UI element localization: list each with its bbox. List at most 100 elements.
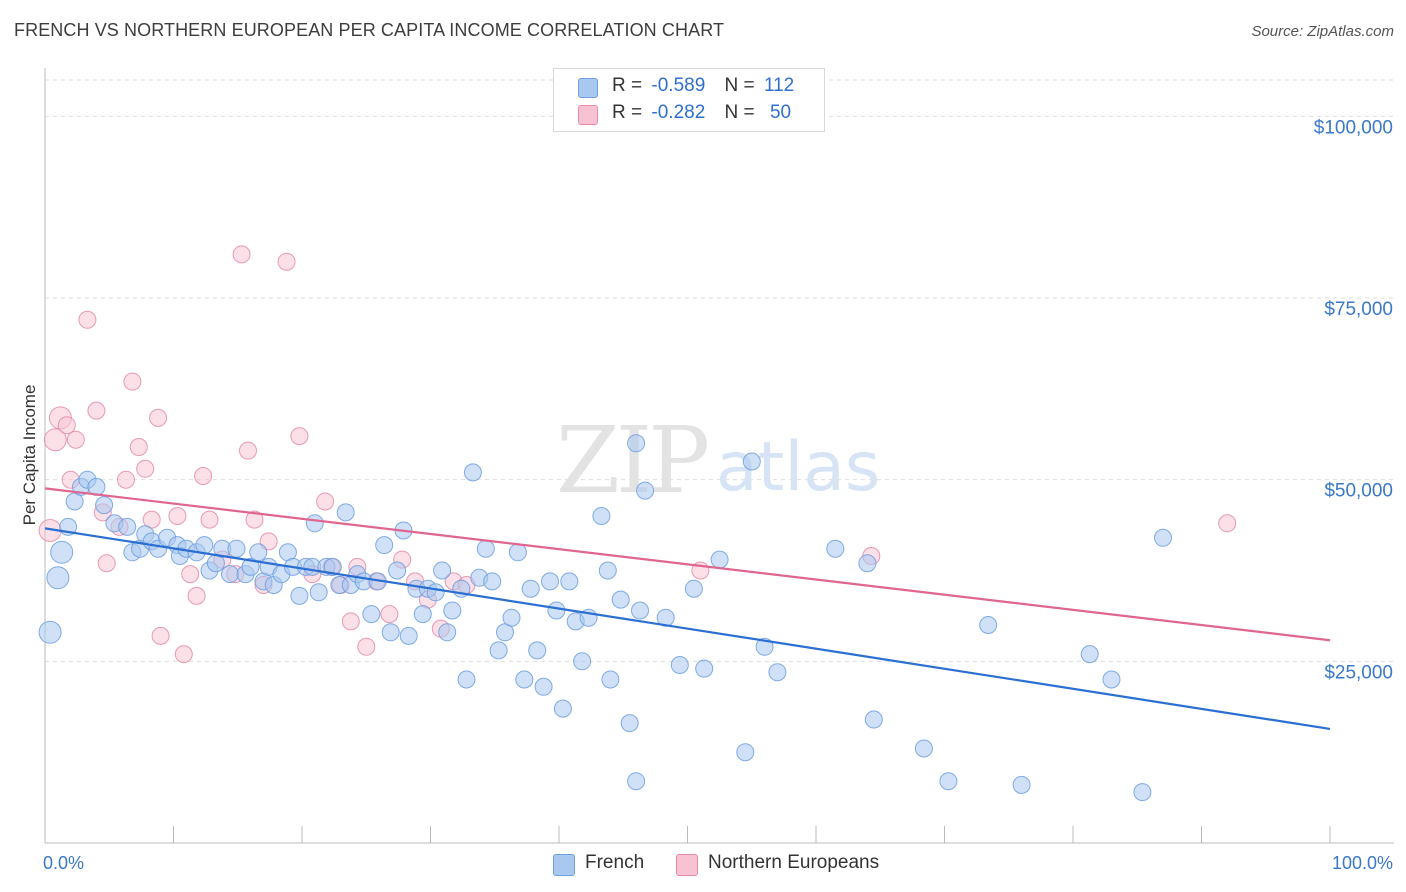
french-point — [670, 656, 689, 674]
french-trend-line — [44, 527, 1331, 731]
french-point — [755, 637, 774, 656]
french-point — [592, 507, 611, 525]
french-point — [508, 543, 527, 562]
french-point — [362, 605, 381, 624]
french-point — [631, 601, 649, 620]
french-point — [95, 496, 114, 515]
french-point — [710, 550, 729, 569]
x-tick-label-min: 0.0% — [43, 853, 84, 873]
y-tick-labels: $25,000 $50,000 $75,000 $100,000 — [1314, 117, 1393, 683]
french-point — [483, 572, 502, 591]
french-point — [826, 539, 845, 558]
northern-europeans-point — [78, 310, 97, 329]
french-point — [684, 579, 703, 598]
french-point — [541, 572, 559, 591]
french-point — [1154, 528, 1172, 547]
northern-europeans-point — [316, 492, 335, 511]
northern-europeans-point — [1218, 514, 1237, 533]
northern-europeans-point — [57, 416, 76, 435]
french-point — [534, 677, 553, 696]
northern-europeans-point — [200, 510, 219, 529]
french-point — [1080, 645, 1099, 664]
french-point — [426, 583, 445, 602]
trend-lines — [44, 487, 1331, 731]
northern-europeans-point — [97, 554, 116, 573]
french-point — [547, 601, 566, 620]
northern-europeans-point — [151, 626, 170, 645]
french-point — [521, 579, 540, 598]
french-point — [249, 543, 268, 562]
northern-europeans-point — [123, 372, 142, 391]
french-point — [413, 605, 432, 624]
chart-title: FRENCH VS NORTHERN EUROPEAN PER CAPITA I… — [14, 20, 725, 40]
french-point — [463, 463, 482, 482]
legend-label-french: French — [585, 852, 645, 873]
northern-europeans-point — [290, 427, 309, 446]
french-point — [695, 659, 714, 678]
french-point — [227, 539, 246, 558]
legend-label-northern-europeans: Northern Europeans — [708, 852, 880, 873]
stats-legend: R = -0.589 N = 112 R = -0.282 N = 50 — [553, 68, 825, 132]
northern-europeans-point — [117, 470, 135, 489]
french-point — [742, 452, 761, 471]
french-point — [381, 623, 400, 642]
french-point — [560, 572, 579, 591]
northern-europeans-point — [239, 441, 257, 460]
northern-europeans-point — [129, 438, 148, 456]
legend-swatch-northern-europeans — [676, 854, 698, 876]
french-point — [457, 670, 476, 689]
northern-europeans-trend-line — [44, 487, 1331, 642]
french-point — [979, 616, 998, 634]
french-point — [768, 663, 787, 682]
series-french-points — [38, 434, 1172, 802]
northern-europeans-point — [232, 245, 251, 264]
watermark: ZIP atlas — [556, 407, 880, 514]
french-point — [195, 536, 214, 555]
french-point — [118, 517, 137, 536]
n-label: N = — [724, 75, 755, 96]
french-point — [939, 772, 958, 791]
r-label: R = — [612, 102, 643, 123]
northern-europeans-point — [380, 605, 399, 624]
french-point — [636, 481, 655, 500]
french-point — [38, 620, 62, 644]
french-point — [489, 641, 508, 660]
y-tick-label: $50,000 — [1324, 481, 1393, 502]
northern-europeans-point — [357, 637, 376, 656]
x-tick-labels: 0.0% 100.0% — [43, 853, 1393, 873]
northern-europeans-point — [181, 565, 200, 584]
french-point — [375, 536, 394, 555]
french-point — [46, 566, 70, 590]
northern-europeans-point — [168, 507, 187, 525]
axes — [44, 68, 1394, 844]
y-tick-label: $25,000 — [1324, 662, 1393, 683]
french-point — [598, 561, 617, 580]
legend-swatch-french — [578, 78, 598, 98]
northern-europeans-point — [174, 645, 193, 664]
french-point — [620, 714, 639, 733]
watermark-zip: ZIP — [556, 407, 707, 514]
r-value: -0.589 — [651, 75, 706, 96]
n-value: 112 — [763, 75, 795, 96]
r-label: R = — [612, 75, 643, 96]
french-point — [627, 434, 646, 453]
french-point — [627, 772, 646, 791]
french-point — [1012, 775, 1031, 794]
x-tick-label-max: 100.0% — [1332, 853, 1393, 873]
french-point — [399, 626, 418, 645]
source-label: Source: ZipAtlas.com — [1251, 23, 1394, 40]
french-point — [336, 503, 355, 522]
french-point — [438, 623, 457, 642]
french-point — [528, 641, 547, 660]
northern-europeans-point — [194, 467, 213, 485]
northern-europeans-point — [245, 510, 264, 529]
northern-europeans-point — [87, 401, 106, 420]
northern-europeans-point — [136, 459, 155, 478]
northern-europeans-point — [341, 612, 360, 631]
french-point — [573, 652, 592, 671]
french-point — [241, 557, 260, 576]
french-point — [50, 540, 74, 564]
legend-swatch-northern-europeans — [578, 105, 598, 125]
french-point — [476, 539, 495, 558]
